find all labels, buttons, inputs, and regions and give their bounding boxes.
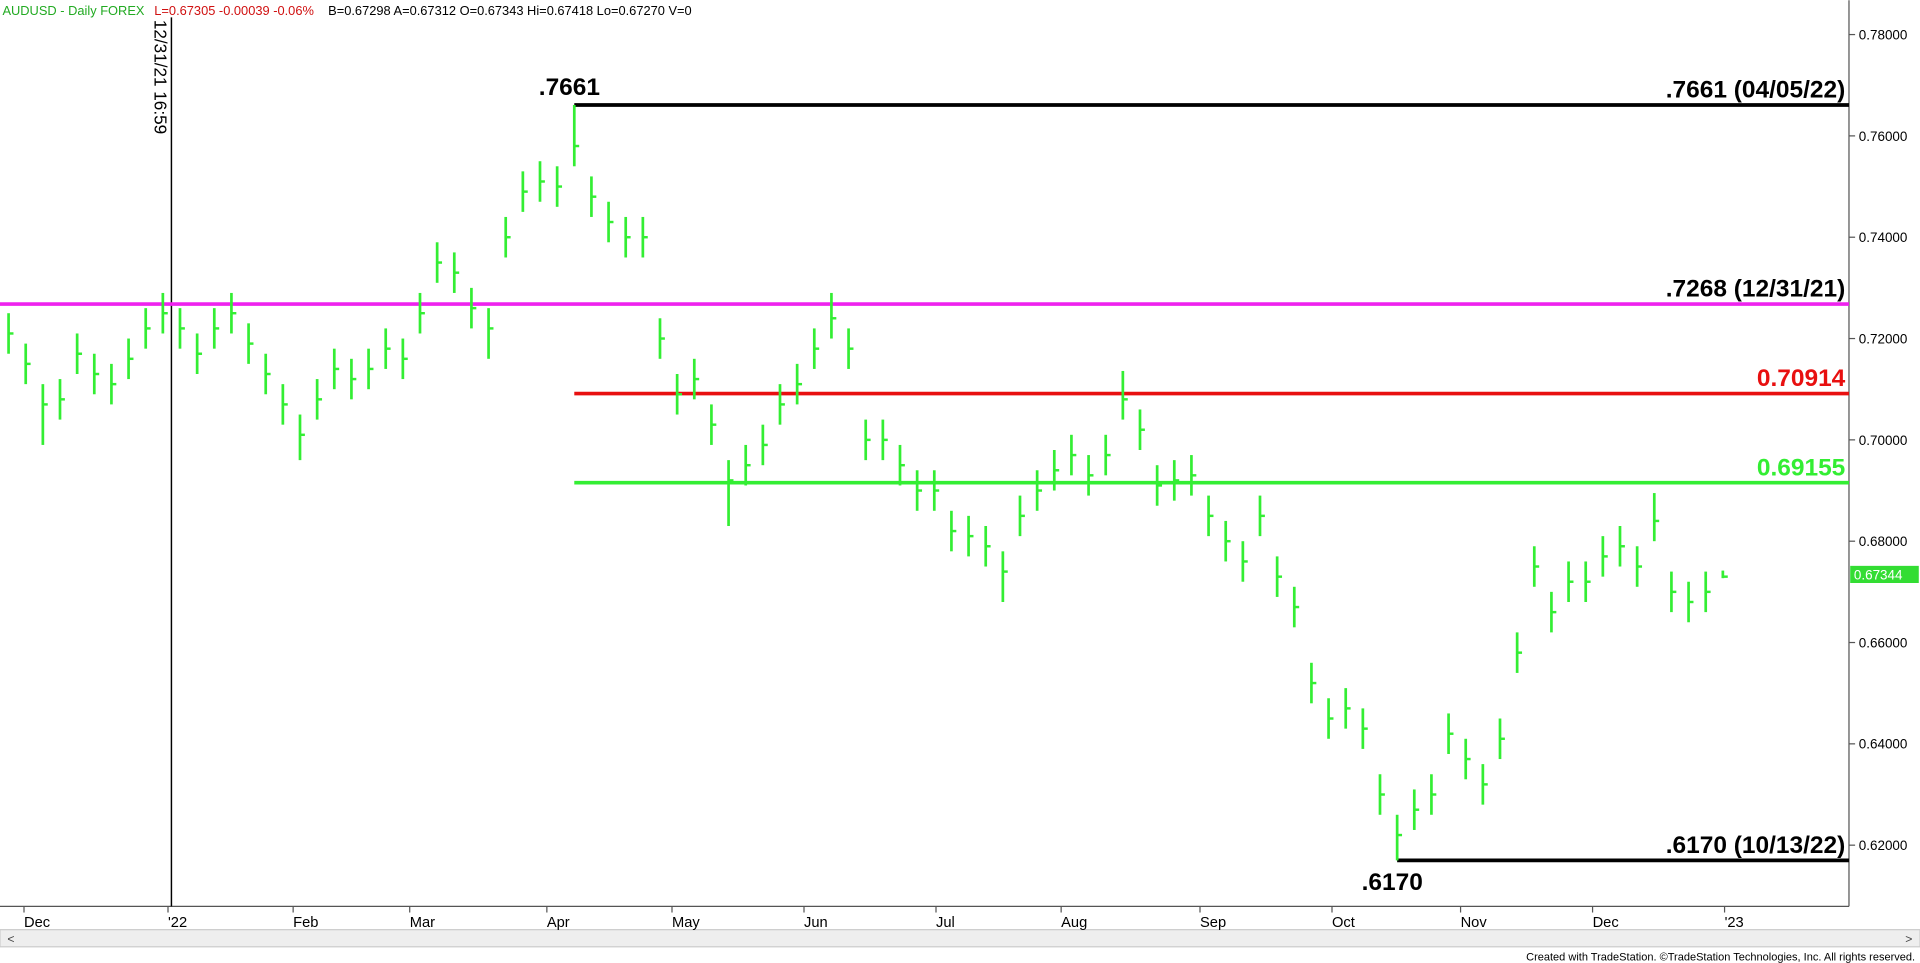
x-tick-label: Jun <box>804 915 828 931</box>
level-label: .7268 (12/31/21) <box>1666 276 1846 303</box>
y-tick-label: 0.76000 <box>1859 129 1908 144</box>
x-tick-label: '23 <box>1725 915 1744 931</box>
y-tick-label: 0.74000 <box>1859 230 1908 245</box>
level-label: 0.69155 <box>1757 454 1845 481</box>
y-tick-label: 0.64000 <box>1859 737 1908 752</box>
last-price-label: 0.67344 <box>1854 567 1903 582</box>
x-tick-label: May <box>672 915 700 931</box>
y-tick-label: 0.62000 <box>1859 838 1908 853</box>
x-tick-label: Sep <box>1200 915 1226 931</box>
x-tick-label: Dec <box>1593 915 1619 931</box>
scrollbar[interactable] <box>0 929 1920 948</box>
level-label: 0.70914 <box>1757 365 1846 392</box>
price-bars <box>7 104 1728 861</box>
annotation: .6170 <box>1362 869 1423 896</box>
y-tick-label: 0.66000 <box>1859 635 1908 650</box>
level-label: .6170 (10/13/22) <box>1666 832 1846 859</box>
last-quote: L=0.67305 -0.00039 -0.06% <box>154 3 314 18</box>
x-tick-label: Feb <box>293 915 318 931</box>
y-tick-label: 0.72000 <box>1859 331 1908 346</box>
x-tick-label: Nov <box>1461 915 1488 931</box>
y-tick-label: 0.70000 <box>1859 433 1908 448</box>
session-label: 12/31/21 16:59 <box>150 20 170 134</box>
level-label: .7661 (04/05/22) <box>1666 77 1846 104</box>
annotation: .7661 <box>539 74 600 101</box>
x-tick-label: Aug <box>1061 915 1087 931</box>
scroll-right[interactable]: > <box>1905 932 1912 946</box>
x-tick-label: Dec <box>24 915 50 931</box>
quote: B=0.67298 A=0.67312 O=0.67343 Hi=0.67418… <box>328 3 692 18</box>
x-tick-label: Oct <box>1332 915 1355 931</box>
y-tick-label: 0.68000 <box>1859 534 1908 549</box>
symbol: AUDUSD - Daily FOREX <box>2 3 144 18</box>
y-tick-label: 0.78000 <box>1859 27 1908 42</box>
x-tick-label: Apr <box>547 915 570 931</box>
x-tick-label: Jul <box>936 915 955 931</box>
x-tick-label: Mar <box>410 915 435 931</box>
footer: Created with TradeStation. ©TradeStation… <box>1526 951 1915 963</box>
last-price-box <box>1850 565 1919 584</box>
x-tick-label: '22 <box>168 915 187 931</box>
scroll-left[interactable]: < <box>7 932 14 946</box>
